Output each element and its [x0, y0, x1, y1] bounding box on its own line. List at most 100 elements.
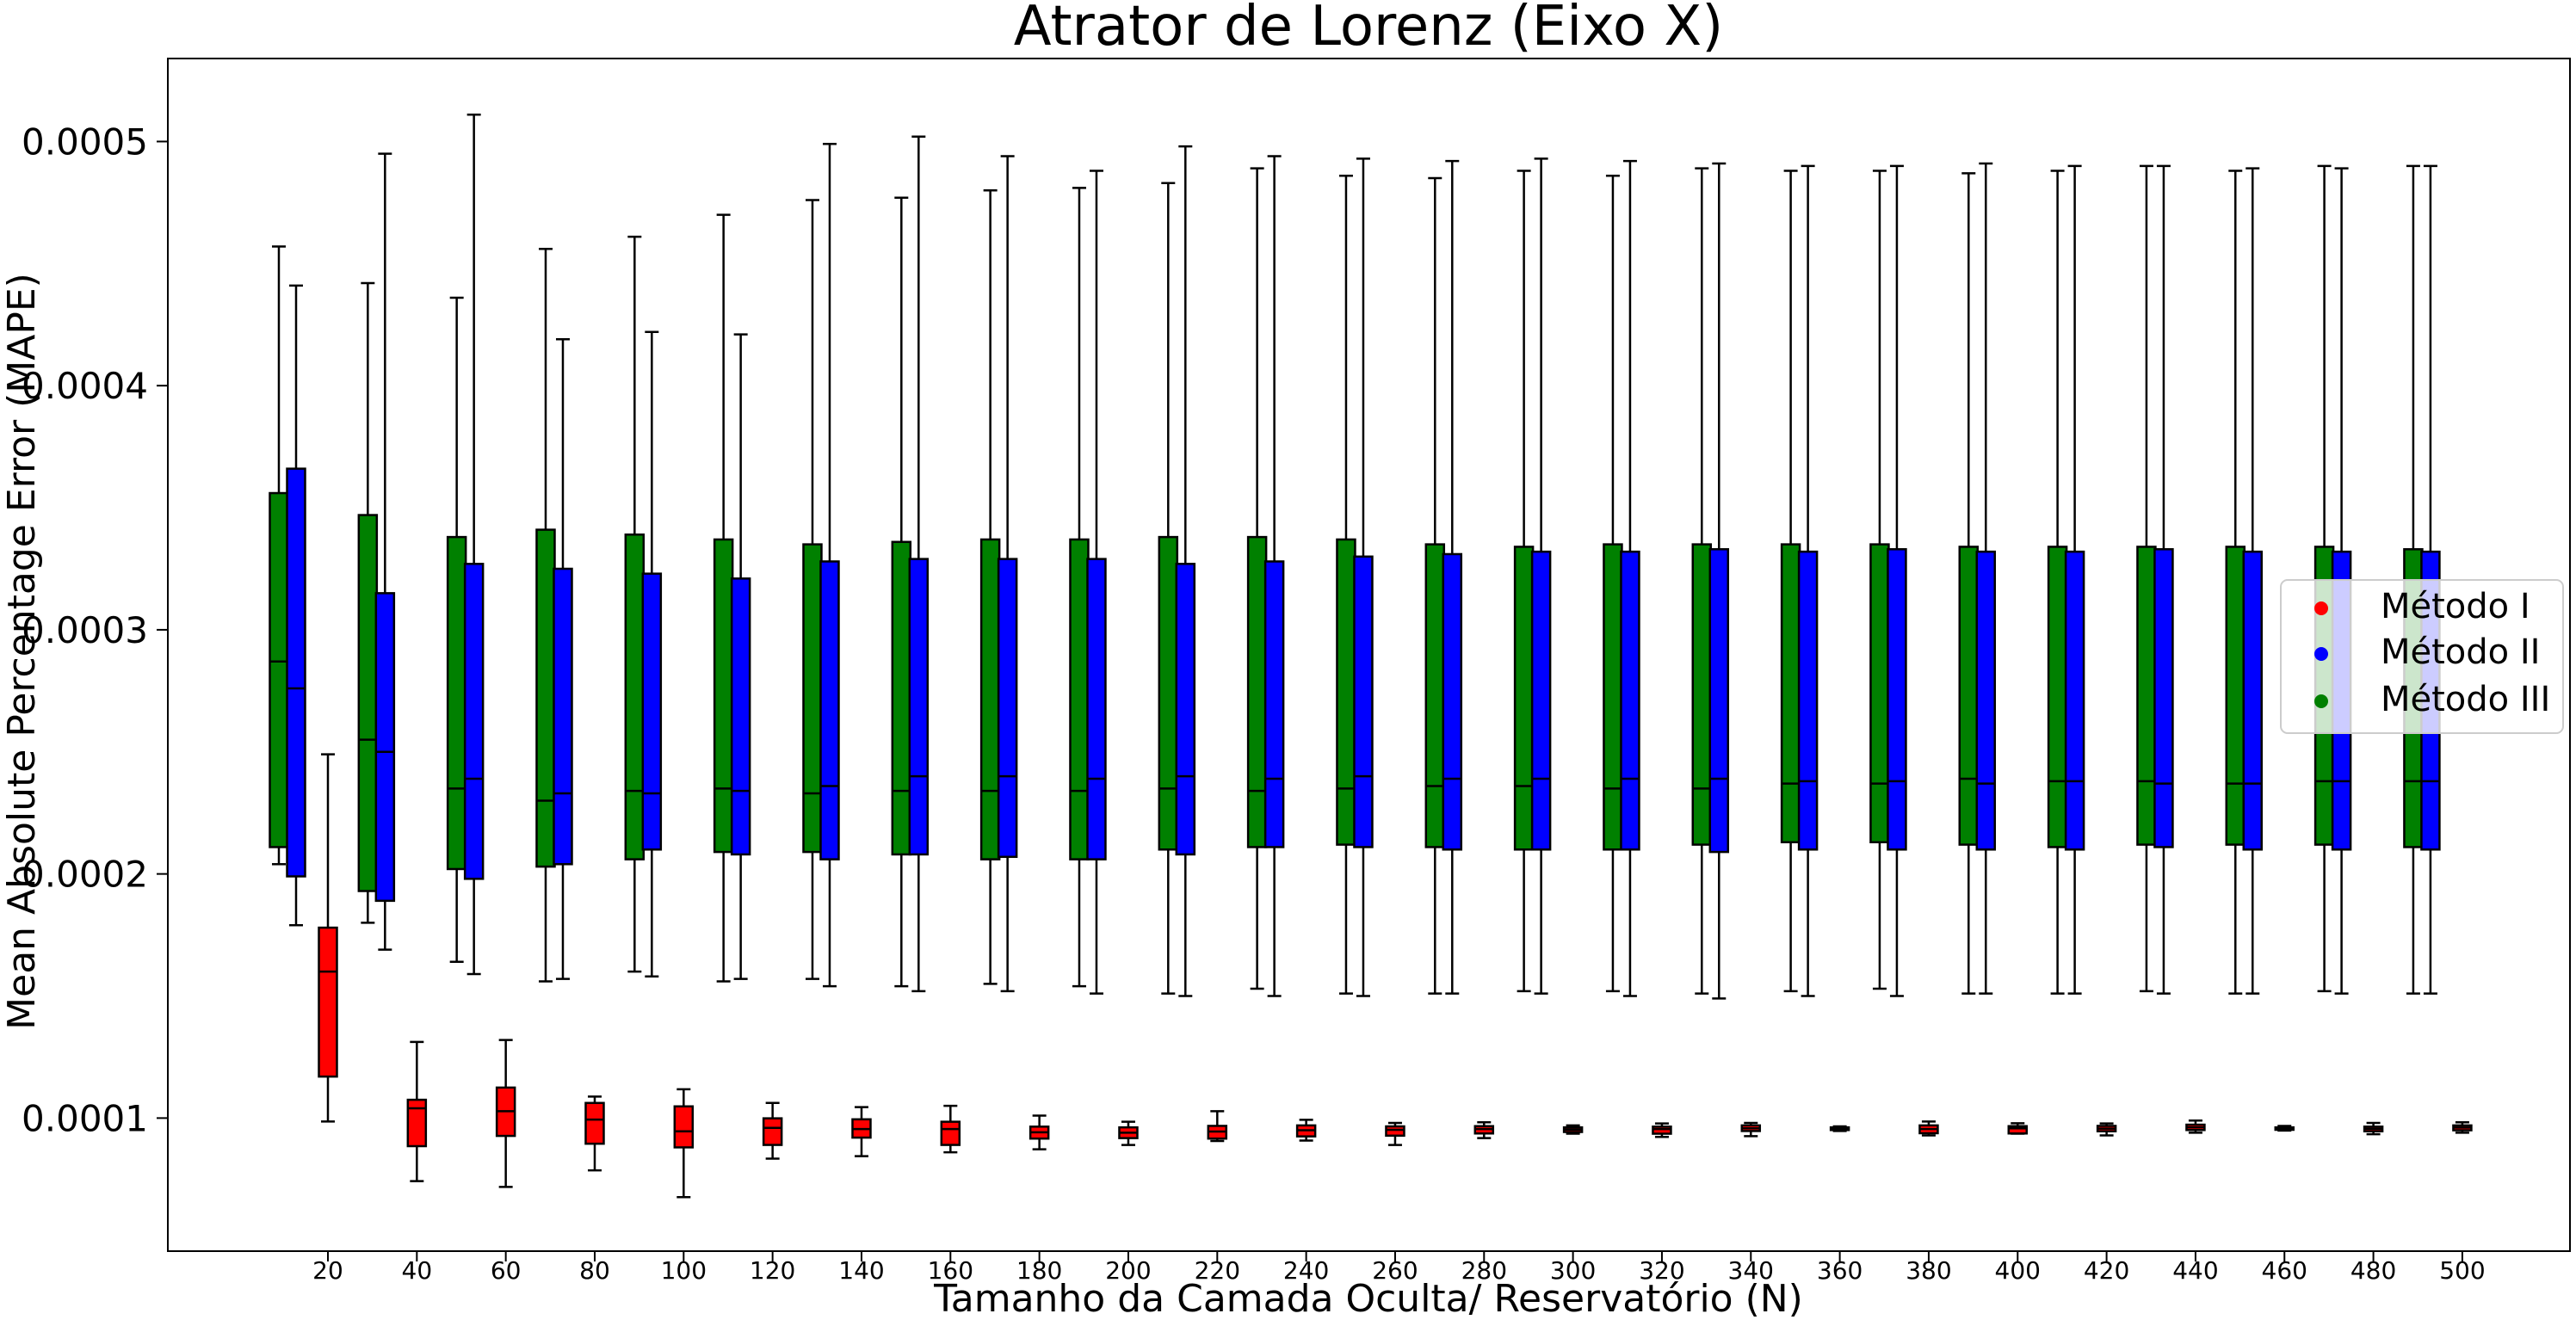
box-m-todo-ii-260 — [1353, 157, 1374, 997]
box-m-todo-i-200 — [1118, 1120, 1139, 1146]
box-m-todo-ii-40 — [374, 152, 396, 951]
x-tick-label: 60 — [491, 1256, 522, 1285]
box-m-todo-ii-180 — [997, 155, 1018, 993]
box-iqr — [1513, 546, 1535, 851]
box-iqr — [908, 558, 930, 856]
box-m-todo-ii-460 — [2242, 167, 2264, 995]
x-tick-label: 100 — [661, 1256, 707, 1285]
box-iqr — [1887, 548, 1907, 851]
legend-marker-metodo-ii — [2314, 647, 2328, 661]
box-m-todo-i-320 — [1652, 1122, 1672, 1138]
box-m-todo-iii-220 — [1158, 182, 1179, 995]
box-iqr — [673, 1105, 695, 1149]
box-m-todo-ii-100 — [641, 330, 663, 978]
box-m-todo-i-280 — [1473, 1120, 1495, 1139]
box-iqr — [318, 926, 338, 1078]
legend-marker-metodo-i — [2314, 601, 2328, 615]
x-tick-label: 380 — [1906, 1256, 1951, 1285]
x-tick-label: 320 — [1639, 1256, 1684, 1285]
box-iqr — [1385, 1125, 1405, 1138]
box-m-todo-iii-300 — [1513, 170, 1535, 993]
legend-label-metodo-ii: Método II — [2381, 632, 2540, 672]
box-iqr — [535, 528, 556, 868]
x-tick-label: 180 — [1016, 1256, 1062, 1285]
box-m-todo-ii-420 — [2064, 164, 2085, 995]
x-tick-label: 480 — [2351, 1256, 2396, 1285]
box-m-todo-iii-380 — [1869, 170, 1890, 990]
box-m-todo-ii-60 — [463, 114, 485, 976]
x-tick-label: 440 — [2172, 1256, 2218, 1285]
box-m-todo-i-420 — [2096, 1122, 2117, 1137]
x-tick-label: 220 — [1195, 1256, 1240, 1285]
y-tick-label: 0.0002 — [22, 854, 148, 896]
box-iqr — [1620, 550, 1640, 851]
box-iqr — [1336, 538, 1356, 846]
box-iqr — [553, 567, 573, 866]
box-m-todo-i-140 — [851, 1106, 872, 1157]
legend-marker-metodo-iii — [2314, 694, 2328, 708]
legend-label-metodo-iii: Método III — [2381, 680, 2550, 719]
legend: Método I Método II Método III — [2280, 579, 2564, 734]
box-iqr — [286, 467, 306, 878]
x-axis-label: Tamanho da Camada Oculta/ Reservatório (… — [933, 1277, 1803, 1321]
box-m-todo-i-260 — [1385, 1121, 1405, 1146]
box-iqr — [762, 1117, 783, 1146]
box-iqr — [1691, 543, 1713, 846]
box-m-todo-ii-120 — [730, 333, 751, 980]
box-iqr — [1780, 543, 1801, 844]
box-iqr — [1353, 555, 1374, 848]
box-iqr — [1708, 548, 1730, 854]
box-m-todo-ii-280 — [1442, 159, 1463, 995]
x-tick-label: 40 — [402, 1256, 433, 1285]
box-iqr — [1246, 535, 1268, 848]
box-m-todo-i-440 — [2185, 1119, 2206, 1134]
box-m-todo-i-40 — [406, 1040, 428, 1182]
box-m-todo-iii-320 — [1603, 174, 1623, 993]
x-tick-label: 200 — [1105, 1256, 1151, 1285]
box-m-todo-i-160 — [940, 1104, 961, 1154]
box-iqr — [802, 543, 823, 854]
box-m-todo-ii-340 — [1708, 162, 1730, 1000]
box-iqr — [269, 491, 289, 848]
box-m-todo-i-340 — [1740, 1121, 1762, 1138]
box-m-todo-iii-260 — [1336, 174, 1356, 995]
x-tick-label: 140 — [838, 1256, 884, 1285]
box-m-todo-i-80 — [584, 1095, 605, 1172]
box-iqr — [1086, 558, 1107, 860]
box-iqr — [940, 1120, 961, 1146]
box-m-todo-iii-140 — [802, 199, 823, 980]
box-m-todo-ii-360 — [1797, 164, 1819, 997]
box-m-todo-iii-280 — [1424, 176, 1446, 995]
box-m-todo-ii-200 — [1086, 170, 1107, 995]
box-iqr — [374, 592, 396, 903]
box-m-todo-i-120 — [762, 1101, 783, 1160]
y-tick-label: 0.0001 — [22, 1097, 148, 1139]
box-m-todo-i-220 — [1207, 1110, 1228, 1143]
box-m-todo-ii-380 — [1887, 164, 1907, 997]
plot-area: 0.0001 0.0002 0.0003 0.0004 0.0005 20 40 60 80 10… — [22, 114, 2486, 1285]
box-m-todo-iii-100 — [624, 235, 646, 973]
box-iqr — [1530, 550, 1552, 851]
box-iqr — [997, 558, 1018, 859]
box-m-todo-iii-420 — [2047, 170, 2068, 995]
box-m-todo-i-180 — [1029, 1114, 1050, 1150]
box-m-todo-i-360 — [1829, 1125, 1850, 1132]
box-m-todo-i-400 — [2007, 1122, 2029, 1135]
box-m-todo-ii-320 — [1620, 159, 1640, 997]
box-m-todo-ii-140 — [819, 143, 840, 988]
box-m-todo-ii-220 — [1175, 145, 1196, 997]
box-iqr — [1958, 546, 1980, 846]
box-m-todo-iii-480 — [2313, 164, 2335, 993]
box-m-todo-ii-20 — [286, 284, 306, 927]
box-iqr — [463, 563, 485, 880]
box-m-todo-ii-80 — [553, 338, 573, 980]
box-iqr — [1442, 552, 1463, 851]
box-iqr — [1069, 538, 1090, 860]
box-iqr — [641, 572, 663, 851]
box-iqr — [446, 535, 467, 871]
y-tick-label: 0.0003 — [22, 609, 148, 651]
x-tick-label: 80 — [579, 1256, 610, 1285]
x-tick-label: 460 — [2262, 1256, 2307, 1285]
box-m-todo-iii-440 — [2136, 164, 2157, 993]
x-tick-label: 300 — [1550, 1256, 1596, 1285]
